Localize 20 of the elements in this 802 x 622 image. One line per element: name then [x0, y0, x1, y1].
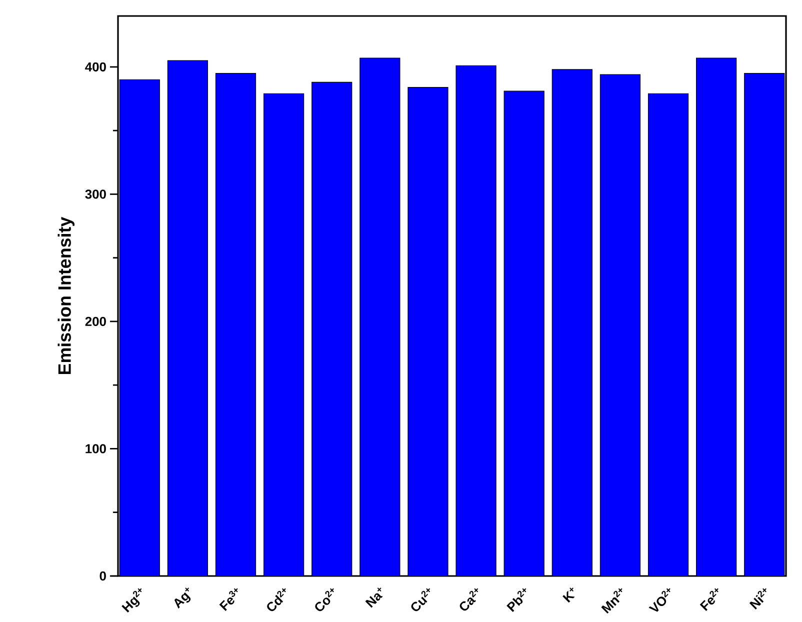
y-tick-label: 400: [85, 62, 106, 72]
x-tick-label: VO$^{2+}$: [648, 588, 670, 612]
x-tick-label: Co$^{2+}$: [315, 588, 334, 612]
x-tick-label: Hg$^{2+}$: [122, 588, 142, 612]
y-tick-label: 0: [100, 571, 106, 581]
x-tick-label: Fe$^{3+}$: [219, 588, 238, 611]
x-tick-label: Na$^{+}$: [365, 588, 383, 608]
x-tick-label: Mn$^{2+}$: [601, 588, 622, 614]
x-tick-label: Pb$^{2+}$: [506, 588, 526, 612]
y-tick-label: 300: [85, 190, 106, 199]
x-tick-label: Cu$^{2+}$: [411, 588, 430, 612]
x-tick-label: Ca$^{2+}$: [460, 588, 478, 611]
x-tick-label: Fe$^{2+}$: [700, 588, 718, 611]
y-tick-label: 200: [85, 316, 106, 326]
x-tick-label: Cd$^{2+}$: [267, 588, 286, 612]
x-tick-label: Ni$^{2+}$: [749, 588, 766, 610]
y-tick-label: 100: [86, 444, 106, 454]
x-tick-label: Ag$^{+}$: [174, 588, 191, 609]
y-axis-title: Emission Intensity: [58, 216, 74, 374]
x-tick-label: K$^{+}$: [562, 588, 575, 603]
